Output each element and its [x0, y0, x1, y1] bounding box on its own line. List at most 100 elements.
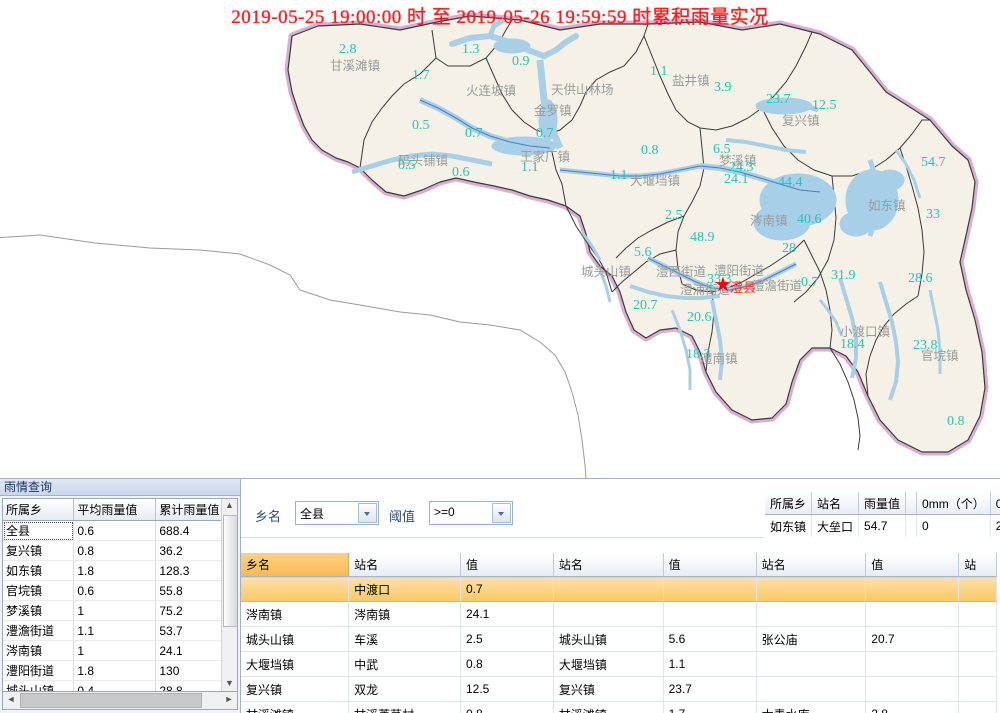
table-cell[interactable] [959, 652, 997, 677]
scroll-left-arrow-icon[interactable]: ◄ [3, 692, 19, 707]
scroll-up-arrow-icon[interactable]: ▲ [222, 499, 237, 514]
table-cell[interactable] [553, 577, 663, 602]
col-header[interactable]: 雨量值 [859, 492, 906, 515]
table-cell[interactable]: 张公庙 [756, 627, 866, 652]
table-cell[interactable]: 12.5 [460, 677, 553, 702]
table-cell[interactable]: 梦溪镇 [3, 601, 74, 621]
table-cell[interactable]: 1.8 [74, 561, 156, 581]
col-header[interactable]: 站 [959, 553, 997, 577]
table-cell[interactable]: 0.7 [460, 577, 553, 602]
table-cell[interactable]: 官垸镇 [3, 581, 74, 601]
table-cell[interactable]: 全县 [3, 521, 74, 541]
table-cell[interactable]: 大堰垱镇 [553, 652, 663, 677]
table-cell[interactable]: 1 [74, 601, 156, 621]
col-header-township[interactable]: 所属乡 [3, 499, 74, 521]
table-cell[interactable]: 如东镇 [3, 561, 74, 581]
table-cell[interactable] [553, 602, 663, 627]
col-header[interactable]: 站名 [349, 553, 461, 577]
table-cell[interactable]: 23.7 [663, 677, 756, 702]
table-cell[interactable]: 0 [917, 515, 991, 538]
table-cell[interactable] [866, 577, 959, 602]
table-cell[interactable] [959, 577, 997, 602]
table-cell[interactable] [959, 627, 997, 652]
table-cell[interactable] [866, 652, 959, 677]
table-cell[interactable] [959, 677, 997, 702]
table-cell[interactable] [241, 577, 349, 602]
table-cell[interactable]: 双龙 [349, 677, 461, 702]
table-row[interactable]: 甘溪滩镇甘溪芦茅村0.8甘溪滩镇1.7太青水库2.8 [241, 702, 997, 713]
h-scroll-thumb[interactable] [20, 693, 202, 708]
table-cell[interactable]: 22 [990, 515, 1000, 538]
table-cell[interactable]: 0.8 [460, 652, 553, 677]
col-header[interactable]: 值 [866, 553, 959, 577]
table-cell[interactable]: 中渡口 [349, 577, 461, 602]
table-cell[interactable]: 1.7 [663, 702, 756, 713]
table-cell[interactable] [663, 602, 756, 627]
table-cell[interactable]: 0.6 [74, 581, 156, 601]
map-canvas[interactable]: 2019-05-25 19:00:00 时 至 2019-05-26 19:59… [0, 0, 1000, 478]
table-cell[interactable]: 1.1 [74, 621, 156, 641]
table-cell[interactable] [866, 677, 959, 702]
col-header[interactable]: 站名 [812, 492, 859, 515]
table-cell[interactable]: 2.8 [866, 702, 959, 713]
table-cell[interactable]: 甘溪滩镇 [241, 702, 349, 713]
table-cell[interactable]: 中武 [349, 652, 461, 677]
table-cell[interactable]: 0.6 [74, 521, 156, 541]
table-cell[interactable]: 大堰垱镇 [241, 652, 349, 677]
township-select[interactable]: 全县 [295, 501, 379, 525]
table-cell[interactable]: 甘溪滩镇 [553, 702, 663, 713]
col-header[interactable]: 站名 [756, 553, 866, 577]
col-header[interactable]: 值 [663, 553, 756, 577]
table-cell[interactable]: 如东镇 [765, 515, 812, 538]
col-header[interactable]: 0.1-9.9mm（个） [990, 492, 1000, 515]
table-cell[interactable]: 1.1 [663, 652, 756, 677]
col-header[interactable]: 0mm（个） [917, 492, 991, 515]
col-header[interactable] [906, 492, 917, 515]
col-header-avg-rain[interactable]: 平均雨量值 [74, 499, 156, 521]
table-cell[interactable]: 涔南镇 [3, 641, 74, 661]
table-cell[interactable]: 54.7 [859, 515, 906, 538]
table-cell[interactable]: 澧阳街道 [3, 661, 74, 681]
table-cell[interactable]: 复兴镇 [553, 677, 663, 702]
threshold-select[interactable]: >=0 [429, 501, 513, 525]
table-cell[interactable]: 0.8 [460, 702, 553, 713]
scroll-right-arrow-icon[interactable]: ► [221, 692, 237, 707]
table-cell[interactable]: 1 [74, 641, 156, 661]
col-header[interactable]: 值 [460, 553, 553, 577]
table-cell[interactable]: 城头山镇 [241, 627, 349, 652]
table-cell[interactable]: 车溪 [349, 627, 461, 652]
col-header[interactable]: 站名 [553, 553, 663, 577]
table-cell[interactable]: 20.7 [866, 627, 959, 652]
col-header[interactable]: 所属乡 [765, 492, 812, 515]
chevron-down-icon[interactable] [358, 503, 377, 523]
table-cell[interactable]: 5.6 [663, 627, 756, 652]
table-cell[interactable]: 2.5 [460, 627, 553, 652]
left-grid-vertical-scrollbar[interactable]: ▲ ▼ [221, 499, 237, 692]
table-cell[interactable] [959, 702, 997, 713]
table-cell[interactable]: 太青水库 [756, 702, 866, 713]
table-cell[interactable] [756, 577, 866, 602]
table-cell[interactable] [959, 602, 997, 627]
table-cell[interactable] [866, 602, 959, 627]
scroll-thumb[interactable] [223, 515, 238, 627]
table-cell[interactable] [663, 577, 756, 602]
col-header[interactable]: 乡名 [241, 553, 349, 577]
scroll-down-arrow-icon[interactable]: ▼ [222, 677, 237, 692]
chevron-down-icon[interactable] [492, 503, 511, 523]
table-cell[interactable]: 复兴镇 [3, 541, 74, 561]
table-cell[interactable]: 0.8 [74, 541, 156, 561]
